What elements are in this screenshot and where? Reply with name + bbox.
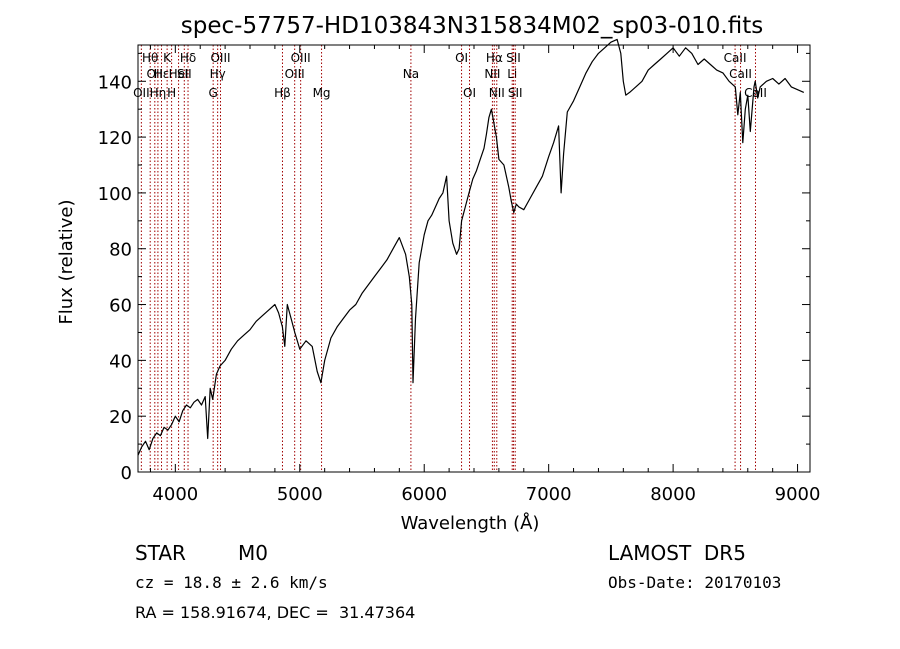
x-tick-label: 4000 bbox=[152, 484, 198, 505]
y-tick-label: 20 bbox=[109, 407, 132, 428]
x-axis: 4000 5000 6000 7000 8000 9000 bbox=[149, 45, 821, 505]
y-tick-label: 120 bbox=[98, 128, 132, 149]
line-marker-label: OIII bbox=[285, 67, 305, 81]
line-marker-label: SII bbox=[177, 67, 192, 81]
line-marker-label: OI bbox=[455, 51, 468, 65]
y-tick-label: 100 bbox=[98, 184, 132, 205]
line-marker-label: G bbox=[209, 86, 218, 100]
line-marker-label: SII bbox=[506, 51, 521, 65]
line-marker-label: OI bbox=[463, 86, 476, 100]
line-marker-label: OII bbox=[133, 86, 150, 100]
line-marker-label: K bbox=[163, 51, 172, 65]
line-marker-label: Hγ bbox=[210, 67, 226, 81]
plot-frame bbox=[137, 44, 811, 473]
line-marker-label: HeI bbox=[169, 67, 189, 81]
line-marker-label: CaII bbox=[744, 86, 767, 100]
observation-date: Obs-Date: 20170103 bbox=[608, 573, 782, 592]
line-marker-label: Hη bbox=[150, 86, 167, 100]
survey-release: LAMOST DR5 bbox=[608, 541, 746, 565]
line-marker-label: NII bbox=[484, 67, 500, 81]
x-tick-label: 9000 bbox=[775, 484, 821, 505]
line-marker-label: Hθ bbox=[142, 51, 158, 65]
line-marker-label: OII bbox=[147, 67, 164, 81]
line-marker-label: Li bbox=[507, 67, 517, 81]
line-marker-label: Hδ bbox=[180, 51, 196, 65]
x-axis-label: Wavelength (Å) bbox=[401, 512, 540, 534]
object-class: STAR bbox=[135, 541, 186, 565]
redshift-readout: cz = 18.8 ± 2.6 km/s bbox=[135, 573, 328, 592]
line-marker-label: Na bbox=[403, 67, 419, 81]
line-marker-label: SII bbox=[508, 86, 523, 100]
x-tick-label: 7000 bbox=[526, 484, 572, 505]
spectral-subclass: M0 bbox=[238, 541, 268, 565]
line-marker-label: OIII bbox=[210, 51, 230, 65]
coordinates: RA = 158.91674, DEC = 31.47364 bbox=[135, 603, 416, 622]
x-tick-label: 6000 bbox=[401, 484, 447, 505]
y-tick-label: 0 bbox=[121, 463, 132, 484]
y-tick-label: 40 bbox=[109, 351, 132, 372]
y-tick-label: 60 bbox=[109, 296, 132, 317]
line-marker-label: Mg bbox=[313, 86, 331, 100]
x-tick-label: 5000 bbox=[277, 484, 323, 505]
chart-title: spec-57757-HD103843N315834M02_sp03-010.f… bbox=[181, 13, 763, 39]
y-tick-label: 80 bbox=[109, 240, 132, 261]
spectrum-line bbox=[137, 38, 805, 456]
line-marker-label: Hβ bbox=[274, 86, 291, 100]
y-axis-label: Flux (relative) bbox=[56, 199, 77, 324]
line-marker-label: Hα bbox=[486, 51, 503, 65]
line-marker-label: CaII bbox=[729, 67, 752, 81]
line-marker-label: NII bbox=[489, 86, 505, 100]
y-axis: 0 20 40 60 80 100 120 140 bbox=[98, 52, 810, 484]
line-marker-label: CaII bbox=[724, 51, 747, 65]
spectrum-line-group bbox=[137, 38, 805, 456]
x-tick-label: 8000 bbox=[650, 484, 696, 505]
line-marker-label: H bbox=[167, 86, 176, 100]
line-marker-label: OIII bbox=[291, 51, 311, 65]
y-tick-label: 140 bbox=[98, 72, 132, 93]
